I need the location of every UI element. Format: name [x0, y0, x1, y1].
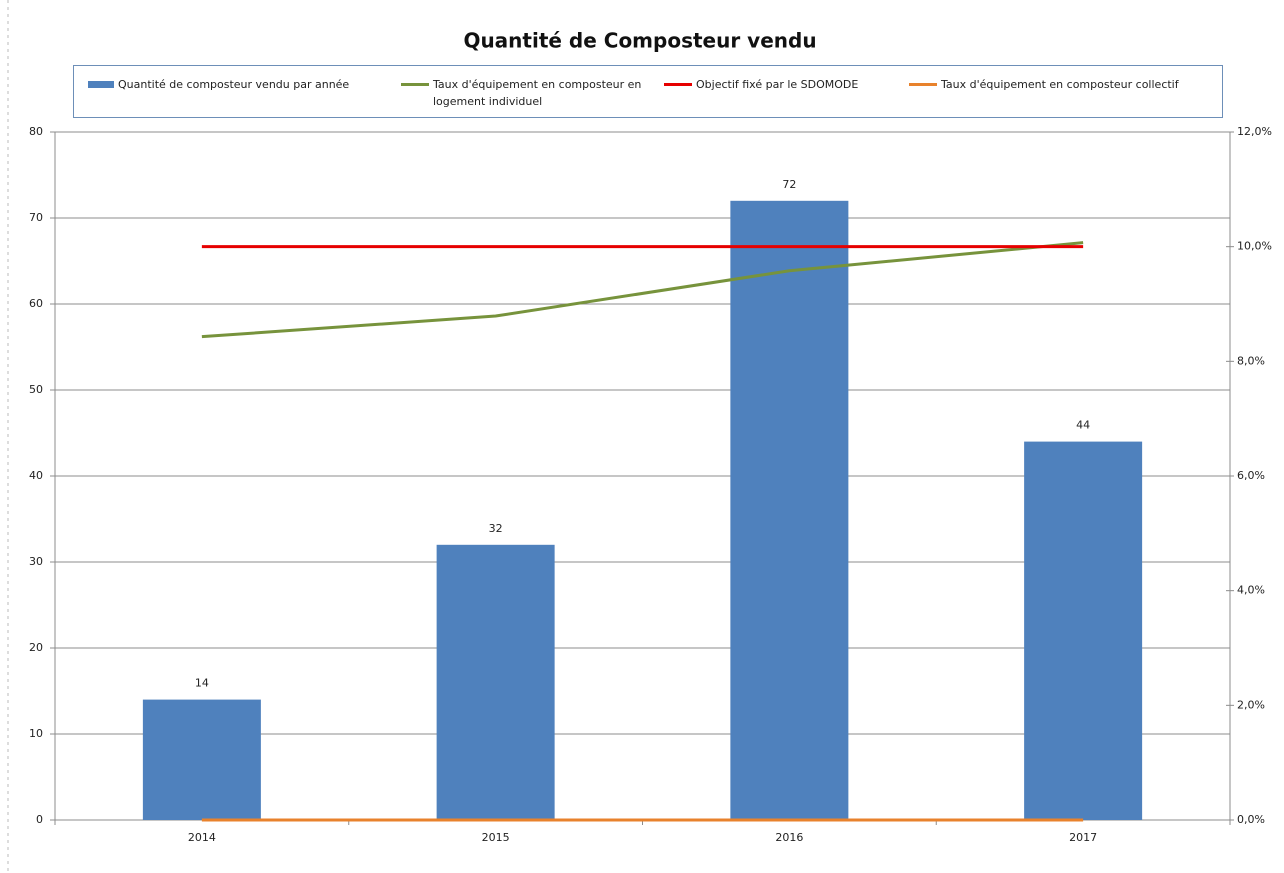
legend-swatch [664, 83, 692, 86]
y-tick-label: 60 [29, 297, 43, 310]
y-tick-label: 30 [29, 555, 43, 568]
x-tick-label: 2014 [188, 831, 216, 844]
legend-entry: Quantité de composteur vendu par année [88, 76, 349, 93]
bar [730, 200, 849, 821]
y-tick-label: 0 [36, 813, 43, 826]
line-series [201, 241, 1084, 339]
legend-swatch [88, 81, 114, 88]
legend-swatch [909, 83, 937, 86]
legend-entry: Taux d'équipement en composteur collecti… [909, 76, 1179, 93]
legend: Quantité de composteur vendu par année Ta… [73, 65, 1223, 118]
y-tick-label: 20 [29, 641, 43, 654]
bar [142, 699, 261, 820]
legend-label: Quantité de composteur vendu par année [118, 78, 350, 91]
legend-entry: Taux d'équipement en composteur en logem… [401, 76, 661, 110]
bar [1024, 441, 1143, 820]
y-tick-label: 70 [29, 211, 43, 224]
data-label: 32 [489, 522, 503, 535]
y2-tick-label: 8,0% [1237, 354, 1265, 367]
data-label: 44 [1076, 419, 1090, 432]
chart-title: Quantité de Composteur vendu [463, 29, 816, 53]
legend-swatch [401, 83, 429, 86]
x-tick-label: 2015 [482, 831, 510, 844]
y2-tick-label: 4,0% [1237, 584, 1265, 597]
legend-label: Taux d'équipement en composteur en logem… [433, 78, 642, 108]
y-tick-label: 40 [29, 469, 43, 482]
legend-label: Taux d'équipement en composteur collecti… [941, 78, 1179, 91]
y-tick-label: 80 [29, 125, 43, 138]
y2-tick-label: 6,0% [1237, 469, 1265, 482]
y2-tick-label: 0,0% [1237, 813, 1265, 826]
bar [436, 544, 555, 820]
y2-tick-label: 2,0% [1237, 698, 1265, 711]
x-tick-label: 2017 [1069, 831, 1097, 844]
y-tick-label: 50 [29, 383, 43, 396]
y2-tick-label: 12,0% [1237, 125, 1272, 138]
legend-label: Objectif fixé par le SDOMODE [696, 78, 859, 91]
y-tick-label: 10 [29, 727, 43, 740]
data-label: 72 [782, 178, 796, 191]
x-tick-label: 2016 [775, 831, 803, 844]
y2-tick-label: 10,0% [1237, 240, 1272, 253]
data-label: 14 [195, 677, 209, 690]
legend-entry: Objectif fixé par le SDOMODE [664, 76, 858, 93]
